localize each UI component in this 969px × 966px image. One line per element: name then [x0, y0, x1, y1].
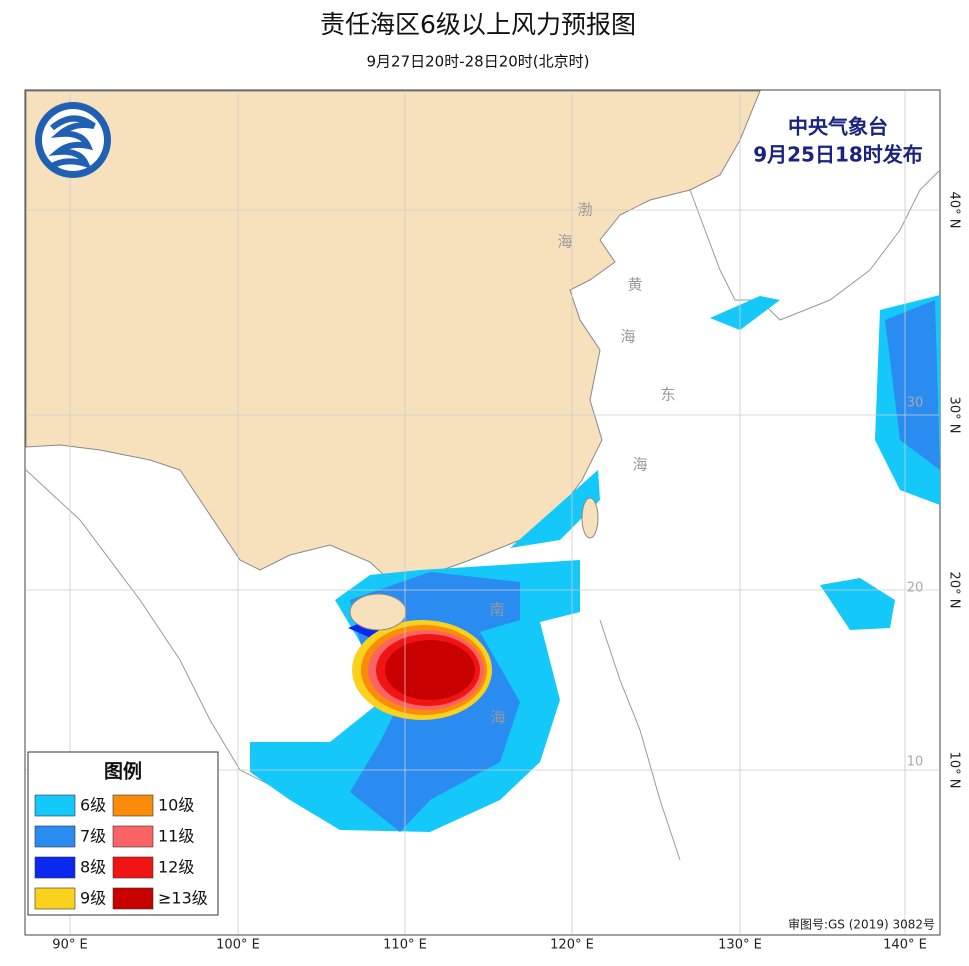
wind-zone [510, 470, 600, 548]
legend-swatch [112, 825, 154, 848]
latitude-label: 20° N [947, 572, 962, 609]
wind-zone [385, 640, 475, 700]
legend-label: ≥13级 [158, 889, 208, 908]
title: 责任海区6级以上风力预报图 [320, 10, 636, 39]
legend-swatch [34, 825, 76, 848]
grid-label: 20 [907, 581, 924, 596]
sea-label: 海 [490, 709, 505, 727]
legend-swatch [112, 887, 154, 910]
sea-label: 东 [660, 386, 675, 404]
issue-time: 9月25日18时发布 [753, 143, 923, 167]
logo [35, 102, 111, 178]
sea-label: 渤 [577, 201, 592, 219]
subtitle: 9月27日20时-28日20时(北京时) [366, 53, 589, 71]
wind-zone [820, 578, 895, 630]
grid-label: 30 [907, 396, 924, 411]
legend-title: 图例 [104, 760, 142, 783]
agency: 中央气象台 [788, 115, 888, 139]
neighbor-coast [689, 169, 941, 321]
legend-label: 10级 [158, 796, 194, 815]
sea-label: 黄 [627, 276, 642, 294]
sea-label: 海 [620, 328, 635, 346]
legend-label: 8级 [80, 858, 106, 877]
latitude-label: 40° N [947, 192, 962, 229]
hainan [349, 593, 407, 631]
taiwan [581, 497, 599, 539]
longitude-label: 90° E [52, 938, 87, 953]
longitude-label: 120° E [550, 938, 594, 953]
longitude-label: 110° E [383, 938, 427, 953]
latitude-label: 10° N [947, 752, 962, 789]
legend-label: 6级 [80, 796, 106, 815]
legend-label: 9级 [80, 889, 106, 908]
longitude-label: 140° E [883, 938, 927, 953]
legend-swatch [112, 856, 154, 879]
review-number: 审图号:GS (2019) 3082号 [788, 917, 935, 932]
neighbor-coast [599, 619, 681, 861]
legend-swatch [34, 794, 76, 817]
wind-zone [885, 300, 940, 470]
longitude-label: 130° E [718, 938, 762, 953]
wind-zone [710, 296, 780, 330]
longitude-label: 100° E [216, 938, 260, 953]
legend-label: 11级 [158, 827, 194, 846]
legend-swatch [34, 856, 76, 879]
legend-label: 7级 [80, 827, 106, 846]
legend-label: 12级 [158, 858, 194, 877]
legend-swatch [112, 794, 154, 817]
sea-label: 海 [632, 456, 647, 474]
latitude-label: 30° N [947, 397, 962, 434]
legend-swatch [34, 887, 76, 910]
sea-label: 海 [557, 233, 572, 251]
sea-label: 南 [489, 601, 504, 619]
grid-label: 10 [907, 755, 924, 770]
